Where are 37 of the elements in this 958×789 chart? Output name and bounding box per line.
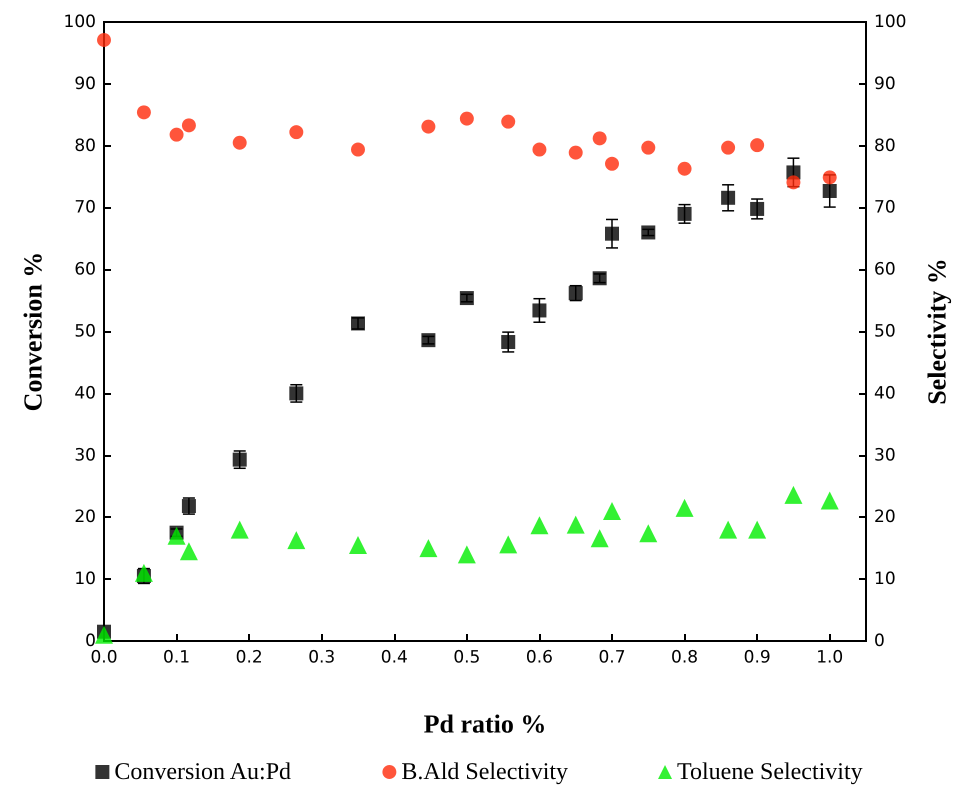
- y-tick-label: 70: [74, 198, 96, 218]
- y2-tick-label: 60: [874, 260, 896, 280]
- legend-label: Toluene Selectivity: [677, 759, 863, 785]
- y-tick-label: 30: [74, 445, 96, 466]
- x-tick-label: 0.3: [308, 648, 336, 668]
- y2-tick-label: 90: [874, 74, 896, 94]
- y-tick-label: 90: [74, 74, 96, 94]
- y2-tick-label: 50: [874, 322, 896, 342]
- y2-tick-label: 30: [874, 445, 896, 466]
- y-tick-label: 10: [74, 569, 96, 590]
- x-tick-label: 0.8: [671, 648, 698, 668]
- x-tick-label: 0.1: [163, 648, 190, 668]
- y2-tick-label: 80: [874, 136, 896, 156]
- y2-tick-label: 0: [874, 631, 885, 651]
- x-tick-label: 0.5: [453, 648, 480, 668]
- x-tick-label: 0.9: [744, 648, 771, 668]
- y2-tick-label: 40: [874, 383, 896, 404]
- x-tick-label: 0.4: [380, 648, 408, 668]
- x-tick-label: 0.2: [236, 648, 263, 668]
- y-axis-title: Conversion %: [18, 252, 48, 412]
- x-axis-title: Pd ratio %: [424, 710, 546, 738]
- legend-label: B.Ald Selectivity: [401, 759, 568, 785]
- x-tick-label: 0.6: [526, 648, 553, 668]
- y-tick-label: 80: [74, 136, 96, 156]
- y2-axis-title: Selectivity %: [922, 258, 952, 405]
- y2-tick-label: 10: [874, 569, 896, 590]
- y2-tick-label: 20: [874, 507, 896, 528]
- x-tick-label: 1.0: [816, 648, 844, 668]
- x-tick-label: 0.7: [598, 648, 626, 668]
- y2-tick-label: 70: [874, 198, 896, 218]
- y-tick-label: 60: [74, 260, 96, 280]
- y-tick-label: 20: [74, 507, 96, 528]
- y-tick-label: 100: [64, 12, 96, 32]
- y-tick-label: 50: [74, 322, 96, 342]
- y-tick-label: 40: [74, 383, 96, 404]
- legend-label: Conversion Au:Pd: [114, 759, 292, 785]
- y2-tick-label: 100: [874, 12, 906, 32]
